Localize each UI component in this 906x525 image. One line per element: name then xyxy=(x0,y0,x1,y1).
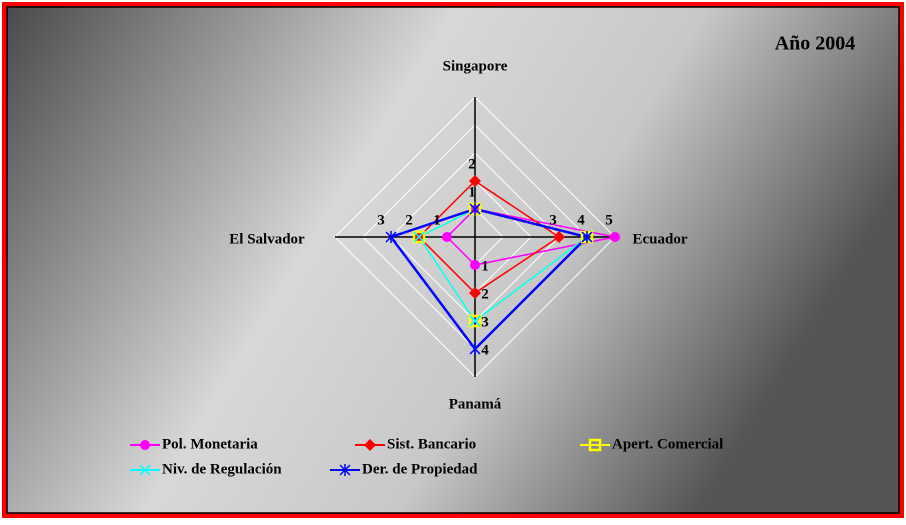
data-label: 3 xyxy=(549,212,557,228)
marker xyxy=(469,175,481,187)
marker xyxy=(581,231,593,243)
legend-marker xyxy=(140,440,150,450)
data-label: 4 xyxy=(577,212,585,228)
data-label: 1 xyxy=(433,212,441,228)
legend-label: Der. de Propiedad xyxy=(362,461,478,477)
legend-label: Niv. de Regulación xyxy=(162,461,282,477)
data-label: 1 xyxy=(468,184,476,200)
data-label: 3 xyxy=(481,314,489,330)
data-label: 2 xyxy=(405,212,413,228)
legend-marker xyxy=(139,464,151,476)
marker xyxy=(468,314,482,328)
marker xyxy=(470,260,480,270)
marker xyxy=(469,203,481,215)
data-label: 3 xyxy=(377,212,385,228)
marker xyxy=(469,315,481,327)
marker xyxy=(469,343,481,355)
data-label: 5 xyxy=(605,212,613,228)
legend-marker xyxy=(339,464,351,476)
category-label: Panamá xyxy=(449,396,502,412)
legend-marker xyxy=(588,438,602,452)
chart-title: Año 2004 xyxy=(775,33,856,55)
marker xyxy=(412,230,426,244)
marker xyxy=(385,231,397,243)
marker xyxy=(413,231,425,243)
legend-marker xyxy=(364,439,376,451)
data-label: 1 xyxy=(481,258,489,274)
legend-label: Apert. Comercial xyxy=(612,436,723,452)
legend-label: Pol. Monetaria xyxy=(162,436,258,452)
marker xyxy=(610,232,620,242)
category-label: Singapore xyxy=(443,58,508,74)
legend-label: Sist. Bancario xyxy=(387,436,476,452)
marker xyxy=(469,287,481,299)
data-label: 2 xyxy=(468,156,476,172)
marker xyxy=(553,231,565,243)
category-label: Ecuador xyxy=(632,231,687,247)
plot-background xyxy=(6,6,900,514)
data-label: 4 xyxy=(481,342,489,358)
marker xyxy=(442,232,452,242)
data-label: 2 xyxy=(481,286,489,302)
category-label: El Salvador xyxy=(229,231,305,247)
